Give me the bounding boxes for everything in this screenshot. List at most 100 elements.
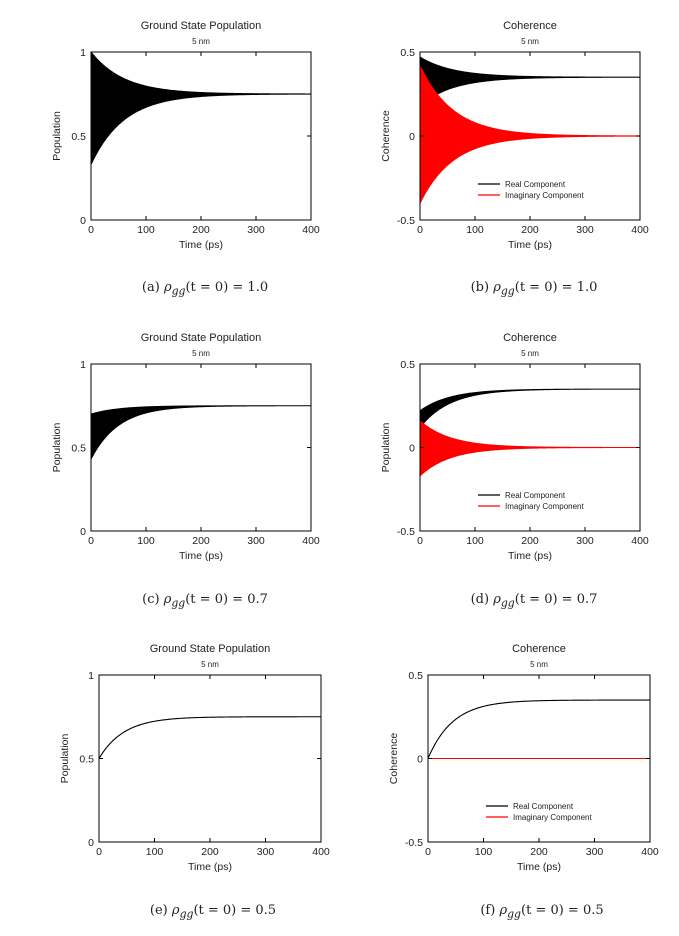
x-tick-label: 200	[521, 535, 539, 547]
chart-data-area	[91, 405, 311, 460]
y-tick-label: 1	[80, 359, 86, 371]
x-tick-label: 400	[302, 224, 320, 236]
chart-data-area	[428, 699, 650, 760]
x-tick-label: 200	[192, 535, 210, 547]
y-tick-label: 0	[80, 215, 86, 227]
caption-a: (a) ρgg(t = 0) = 1.0	[141, 280, 269, 298]
x-axis-label: Time (ps)	[179, 550, 223, 562]
plot-frame	[90, 51, 312, 221]
x-tick-label: 400	[302, 535, 320, 547]
x-tick-label: 300	[576, 224, 594, 236]
x-tick-label: 300	[247, 224, 265, 236]
legend-label: Imaginary Component	[505, 502, 584, 511]
chart-title: Coherence	[503, 332, 557, 344]
x-axis-label: Time (ps)	[508, 239, 552, 251]
y-axis-label: Population	[51, 423, 63, 473]
caption-d: (d) ρgg(t = 0) = 0.7	[470, 592, 598, 610]
x-tick-label: 0	[96, 846, 102, 858]
caption-c: (c) ρgg(t = 0) = 0.7	[142, 592, 268, 610]
legend-label: Real Component	[505, 180, 566, 189]
x-tick-label: 200	[201, 846, 219, 858]
x-tick-label: 0	[88, 224, 94, 236]
series-imaginary-component	[420, 420, 640, 477]
y-tick-label: -0.5	[397, 215, 415, 227]
x-tick-label: 400	[641, 846, 659, 858]
chart-title: Ground State Population	[150, 643, 270, 655]
legend: Real Component Imaginary Component	[478, 180, 584, 200]
x-tick-label: 400	[631, 535, 649, 547]
caption-b: (b) ρgg(t = 0) = 1.0	[470, 280, 598, 298]
plot-frame	[90, 363, 312, 532]
x-axis-label: Time (ps)	[188, 861, 232, 873]
y-axis-label: Population	[59, 734, 71, 784]
chart-title: Ground State Population	[141, 332, 261, 344]
series-real-component	[420, 388, 640, 429]
chart-data-area	[99, 716, 321, 759]
series-population	[99, 716, 321, 759]
chart-subtitle: 5 nm	[521, 349, 539, 358]
y-tick-label: 0.5	[400, 359, 415, 371]
chart-subtitle: 5 nm	[201, 660, 219, 669]
y-tick-label: 0.5	[79, 754, 94, 766]
y-axis-label: Coherence	[388, 733, 400, 785]
y-tick-label: 0	[409, 443, 415, 455]
x-tick-label: 0	[417, 224, 423, 236]
caption-e: (e) ρgg(t = 0) = 0.5	[149, 903, 277, 921]
chart-data-area	[420, 388, 640, 477]
legend-label: Imaginary Component	[513, 813, 592, 822]
y-tick-label: 0.5	[71, 443, 86, 455]
y-tick-label: 0.5	[71, 131, 86, 143]
plot-frame	[98, 674, 322, 843]
x-tick-label: 100	[475, 846, 493, 858]
y-tick-label: 1	[88, 670, 94, 682]
x-tick-label: 0	[425, 846, 431, 858]
chart-subtitle: 5 nm	[192, 37, 210, 46]
legend-label: Real Component	[505, 491, 566, 500]
chart-data-area	[420, 56, 640, 204]
series-population	[91, 405, 311, 460]
x-tick-label: 200	[530, 846, 548, 858]
series-population	[91, 52, 311, 165]
series-real-component	[420, 56, 640, 107]
series-real-component	[428, 699, 650, 759]
x-tick-label: 300	[586, 846, 604, 858]
x-tick-label: 400	[631, 224, 649, 236]
y-axis-label: Population	[51, 111, 63, 161]
legend: Real Component Imaginary Component	[486, 802, 592, 822]
y-axis-label: Population	[380, 423, 392, 473]
legend: Real Component Imaginary Component	[478, 491, 584, 511]
y-tick-label: 0	[80, 526, 86, 538]
x-tick-label: 0	[88, 535, 94, 547]
x-tick-label: 200	[192, 224, 210, 236]
chart-a: Ground State Population 5 nm 0 100 200 300 400…	[51, 20, 320, 251]
chart-title: Ground State Population	[141, 20, 261, 32]
x-axis-label: Time (ps)	[517, 861, 561, 873]
y-tick-label: 0.5	[408, 670, 423, 682]
x-tick-label: 100	[137, 535, 155, 547]
caption-f: (f) ρgg(t = 0) = 0.5	[480, 903, 604, 921]
y-tick-label: -0.5	[397, 526, 415, 538]
x-tick-label: 200	[521, 224, 539, 236]
x-tick-label: 300	[247, 535, 265, 547]
x-tick-label: 100	[146, 846, 164, 858]
legend-label: Real Component	[513, 802, 574, 811]
y-tick-label: 0	[409, 131, 415, 143]
x-tick-label: 300	[257, 846, 275, 858]
x-tick-label: 0	[417, 535, 423, 547]
x-tick-label: 100	[466, 224, 484, 236]
chart-subtitle: 5 nm	[530, 660, 548, 669]
x-axis-label: Time (ps)	[508, 550, 552, 562]
x-tick-label: 100	[466, 535, 484, 547]
chart-title: Coherence	[512, 643, 566, 655]
chart-data-area	[91, 52, 311, 165]
chart-c: Ground State Population 5 nm 0 100 200 300 400…	[51, 332, 320, 562]
chart-subtitle: 5 nm	[192, 349, 210, 358]
y-tick-label: 1	[80, 47, 86, 59]
x-axis-label: Time (ps)	[179, 239, 223, 251]
x-tick-label: 300	[576, 535, 594, 547]
y-tick-label: 0.5	[400, 47, 415, 59]
chart-e: Ground State Population 5 nm 0 100 200 300 400…	[59, 643, 330, 873]
